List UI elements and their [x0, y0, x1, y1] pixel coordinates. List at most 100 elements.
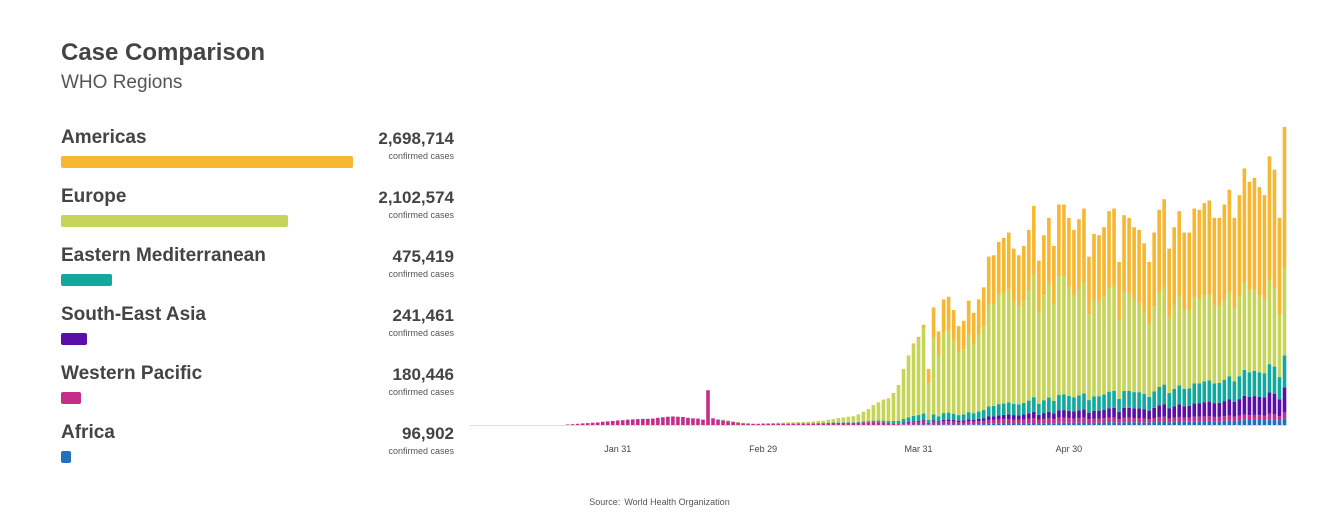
bar-segment-western-pacific: [656, 417, 660, 425]
bar-segment-south-east-asia: [1232, 401, 1237, 417]
bar-segment-eastern-mediterranean: [1147, 396, 1151, 411]
bar-segment-africa: [941, 424, 946, 425]
bar-segment-americas: [946, 296, 951, 331]
bar-segment-western-pacific: [1006, 419, 1011, 424]
bar-segment-south-east-asia: [1282, 387, 1287, 413]
region-americas[interactable]: Americas 2,698,714 confirmed cases: [61, 127, 454, 177]
bar-segment-europe: [931, 337, 936, 415]
region-europe[interactable]: Europe 2,102,574 confirmed cases: [61, 186, 454, 236]
bar-segment-eastern-mediterranean: [1072, 397, 1076, 412]
bar-segment-europe: [1047, 283, 1051, 398]
bar-segment-americas: [1167, 248, 1171, 318]
bar-segment-eastern-mediterranean: [1267, 364, 1272, 393]
bar-segment-europe: [1157, 292, 1161, 387]
bar-segment-africa: [1182, 421, 1187, 425]
bar-segment-south-east-asia: [1067, 410, 1071, 419]
bar-segment-south-east-asia: [1257, 396, 1262, 416]
bar-segment-africa: [1062, 422, 1066, 425]
bar-segment-africa: [1237, 420, 1242, 425]
bar-segment-africa: [1197, 421, 1202, 425]
bar-segment-europe: [1087, 314, 1091, 401]
bar-segment-south-east-asia: [1147, 410, 1151, 420]
bar-segment-western-pacific: [1087, 419, 1091, 424]
bar-segment-eastern-mediterranean: [1092, 396, 1096, 411]
bar-segment-western-pacific: [1142, 418, 1146, 423]
bar-segment-western-pacific: [1107, 417, 1111, 423]
bar-segment-americas: [1267, 156, 1272, 281]
bar-segment-europe: [1001, 292, 1006, 404]
bar-segment-western-pacific: [1137, 418, 1141, 423]
bar-segment-eastern-mediterranean: [1227, 376, 1232, 400]
bar-segment-europe: [881, 400, 886, 421]
bar-segment-americas: [961, 320, 966, 350]
region-count-unit: confirmed cases: [388, 210, 454, 220]
bar-segment-western-pacific: [886, 422, 891, 425]
bar-segment-americas: [1001, 237, 1006, 293]
bar-segment-western-pacific: [1097, 418, 1101, 423]
bar-segment-africa: [1227, 420, 1232, 425]
bar-segment-eastern-mediterranean: [1052, 400, 1056, 414]
bar-segment-south-east-asia: [956, 420, 961, 423]
bar-segment-africa: [1232, 420, 1237, 425]
bar-segment-western-pacific: [836, 422, 841, 425]
bar-segment-south-east-asia: [1182, 406, 1187, 418]
bar-segment-western-pacific: [826, 423, 831, 425]
region-western-pacific[interactable]: Western Pacific 180,446 confirmed cases: [61, 363, 454, 413]
bar-segment-eastern-mediterranean: [951, 413, 956, 421]
region-eastern-mediterranean[interactable]: Eastern Mediterranean 475,419 confirmed …: [61, 245, 454, 295]
bar-segment-europe: [1037, 312, 1041, 404]
bar-segment-western-pacific: [926, 423, 931, 425]
bar-segment-europe: [1182, 309, 1187, 389]
bar-segment-eastern-mediterranean: [911, 415, 916, 422]
bar-segment-south-east-asia: [906, 421, 911, 423]
bar-segment-americas: [1202, 203, 1207, 296]
bar-segment-europe: [1267, 280, 1272, 365]
bar-segment-western-pacific: [921, 421, 926, 425]
bar-segment-eastern-mediterranean: [986, 406, 991, 417]
bar-segment-africa: [1127, 422, 1131, 425]
bar-segment-south-east-asia: [1042, 413, 1046, 419]
bar-segment-western-pacific: [831, 423, 836, 425]
bar-segment-western-pacific: [1197, 416, 1202, 422]
bar-segment-africa: [1017, 423, 1021, 425]
bar-segment-south-east-asia: [1157, 405, 1161, 418]
bar-segment-europe: [1207, 294, 1212, 381]
bar-segment-africa: [1107, 422, 1111, 425]
bar-segment-europe: [801, 421, 806, 424]
bar-segment-americas: [1192, 208, 1197, 297]
bar-segment-south-east-asia: [1087, 412, 1091, 420]
bar-segment-americas: [1057, 204, 1061, 277]
bar-segment-western-pacific: [941, 421, 946, 425]
bar-segment-south-east-asia: [1277, 399, 1282, 417]
bar-segment-americas: [1127, 217, 1131, 294]
bar-segment-americas: [1052, 245, 1056, 304]
region-south-east-asia[interactable]: South-East Asia 241,461 confirmed cases: [61, 304, 454, 354]
region-africa[interactable]: Africa 96,902 confirmed cases: [61, 422, 454, 472]
bar-segment-south-east-asia: [1162, 404, 1166, 417]
bar-segment-africa: [1212, 421, 1217, 425]
bar-segment-eastern-mediterranean: [1142, 394, 1146, 410]
bar-segment-south-east-asia: [961, 420, 966, 422]
region-name: Africa: [61, 422, 115, 443]
bar-segment-south-east-asia: [1032, 411, 1036, 419]
bar-segment-americas: [1032, 205, 1036, 274]
bar-segment-americas: [1242, 168, 1247, 282]
region-count-unit: confirmed cases: [388, 328, 454, 338]
bar-segment-south-east-asia: [1142, 409, 1146, 419]
bar-segment-south-east-asia: [1137, 408, 1141, 419]
bar-segment-africa: [1011, 423, 1016, 425]
bar-segment-africa: [1082, 422, 1086, 425]
bar-segment-africa: [1192, 421, 1197, 425]
bar-segment-western-pacific: [711, 418, 715, 425]
bar-segment-europe: [1257, 294, 1262, 373]
bar-segment-americas: [1042, 235, 1046, 296]
bar-segment-western-pacific: [605, 421, 610, 425]
bar-segment-americas: [991, 255, 996, 305]
bar-segment-eastern-mediterranean: [1167, 393, 1171, 409]
bar-segment-africa: [951, 424, 956, 425]
bar-segment-africa: [1172, 421, 1177, 425]
bar-segment-western-pacific: [1272, 414, 1277, 420]
bar-segment-south-east-asia: [1207, 401, 1212, 417]
bar-segment-eastern-mediterranean: [1182, 388, 1187, 407]
bar-segment-eastern-mediterranean: [866, 421, 871, 423]
